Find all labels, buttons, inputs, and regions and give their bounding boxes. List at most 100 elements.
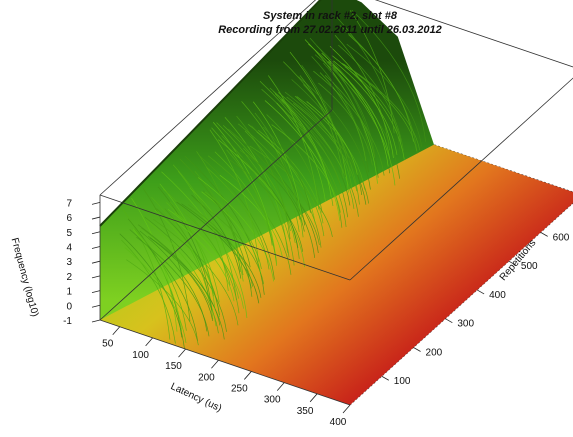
surface-spike-line [298, 76, 371, 190]
surface-spike-line [306, 101, 358, 175]
surface-spike-line [258, 129, 324, 224]
z-tick-mark [91, 275, 101, 279]
surface-spike-line [139, 230, 208, 332]
surface-spike-line [329, 46, 394, 158]
surface-spike-line [196, 151, 241, 273]
box-edge-left-top [99, 0, 317, 196]
surface-spike-line [182, 211, 231, 286]
z-tick-mark [91, 304, 101, 308]
surface-spike-line [156, 208, 220, 315]
surface-spike-line [278, 92, 355, 209]
surface-spike-line [243, 147, 291, 231]
chart-title-line-1: System in rack #2, slot #8 [263, 10, 398, 22]
surface-spike-line [132, 229, 183, 332]
x-tick-mark [276, 382, 285, 391]
box-edge-back-top [374, 0, 573, 68]
surface-spike-line [172, 164, 237, 300]
z-tick-label: 3 [66, 257, 72, 268]
z-axis-label: Frequency (log10) [9, 237, 41, 318]
x-tick-label: 50 [102, 339, 114, 350]
y-tick-mark [508, 260, 517, 266]
surface-spike-line [323, 62, 372, 159]
surface-spike-line [131, 197, 178, 332]
z-tick-mark [91, 201, 101, 205]
surface-spike-line [189, 187, 244, 282]
surface-spike-line [336, 16, 401, 152]
surface-spike-line [119, 233, 185, 349]
surface-spike-line [296, 96, 366, 190]
x-tick-label: 300 [264, 395, 281, 406]
x-tick-label: 150 [165, 361, 182, 372]
surface-spike-line [281, 99, 332, 198]
surface-spike-line [176, 201, 260, 304]
surface-spike-line [124, 247, 187, 344]
surface-spike-line [174, 212, 239, 299]
y-tick-mark [413, 347, 421, 352]
y-tick-mark [476, 289, 485, 295]
surface-spike-line [334, 34, 390, 151]
chart-title-line-2: Recording from 27.02.2011 until 26.03.20… [218, 24, 442, 36]
surface-spike-line [146, 219, 217, 327]
x-tick-mark [178, 348, 186, 358]
z-tick-mark [91, 319, 101, 323]
surface-spike-line [229, 159, 304, 252]
x-tick-label: 400 [330, 417, 347, 428]
surface-spike-line [121, 239, 176, 344]
surface-spike-line [217, 139, 305, 267]
x-tick-mark [211, 359, 219, 369]
z-tick-mark [91, 216, 101, 220]
surface-spike-line [171, 217, 235, 302]
z-tick-mark [91, 246, 101, 249]
surface-spike-line [204, 191, 262, 269]
z-tick-mark [91, 290, 101, 293]
surface-spike-line [233, 133, 319, 253]
surface-spike-line [147, 235, 221, 326]
y-tick-label: 400 [489, 290, 506, 301]
surface-spike-line [226, 149, 273, 246]
surface-spike-line [151, 196, 214, 319]
y-tick-label: 200 [426, 347, 443, 358]
surface-spike-line [201, 191, 261, 273]
surface-spike-line [238, 123, 322, 248]
surface-spike-line [231, 148, 299, 249]
z-axis-ticks: -1 0 1 2 3 4 5 6 7 [63, 198, 101, 327]
surface-spike-line [134, 229, 187, 331]
surface-spike-line [234, 154, 296, 244]
surface-spike-line [331, 55, 405, 160]
y-tick-label: 600 [553, 232, 570, 243]
surface-spike-line [326, 61, 376, 156]
y-tick-mark [445, 318, 453, 324]
x-tick-mark [244, 371, 252, 380]
x-tick-mark [145, 337, 153, 347]
y-tick-label: 300 [457, 319, 474, 330]
surface-spike-line [136, 236, 210, 337]
surface-spike-line [246, 153, 305, 232]
surface-ridge-wall [100, 0, 434, 320]
surface-spike-line [343, 63, 421, 151]
x-tick-mark [112, 326, 121, 335]
z-tick-label: 2 [66, 272, 72, 283]
surface-spike-line [346, 43, 422, 147]
surface-spike-line [256, 131, 316, 223]
surface-spike-line [271, 124, 341, 213]
surface-spike-line [236, 115, 291, 240]
surface-spike-line [294, 95, 353, 188]
surface-spike-line [276, 102, 326, 202]
surface-spike-line [264, 100, 341, 221]
z-tick-mark [91, 231, 101, 235]
surface-spike-line [351, 9, 426, 142]
surface-spike-line [321, 52, 389, 167]
surface-spike-line [169, 201, 214, 297]
surface-spike-line [141, 227, 219, 334]
surface-spike-line [266, 114, 323, 213]
surface-spike-line [166, 202, 220, 303]
surface-spike-line [344, 66, 402, 142]
surface-spike-line [284, 91, 367, 205]
x-tick-label: 200 [198, 372, 215, 383]
z-tick-mark [91, 260, 101, 264]
surface-spike-line [338, 44, 404, 151]
bounding-box-front [99, 0, 573, 406]
z-tick-label: 7 [66, 198, 72, 209]
surface-spike-line [244, 130, 300, 232]
